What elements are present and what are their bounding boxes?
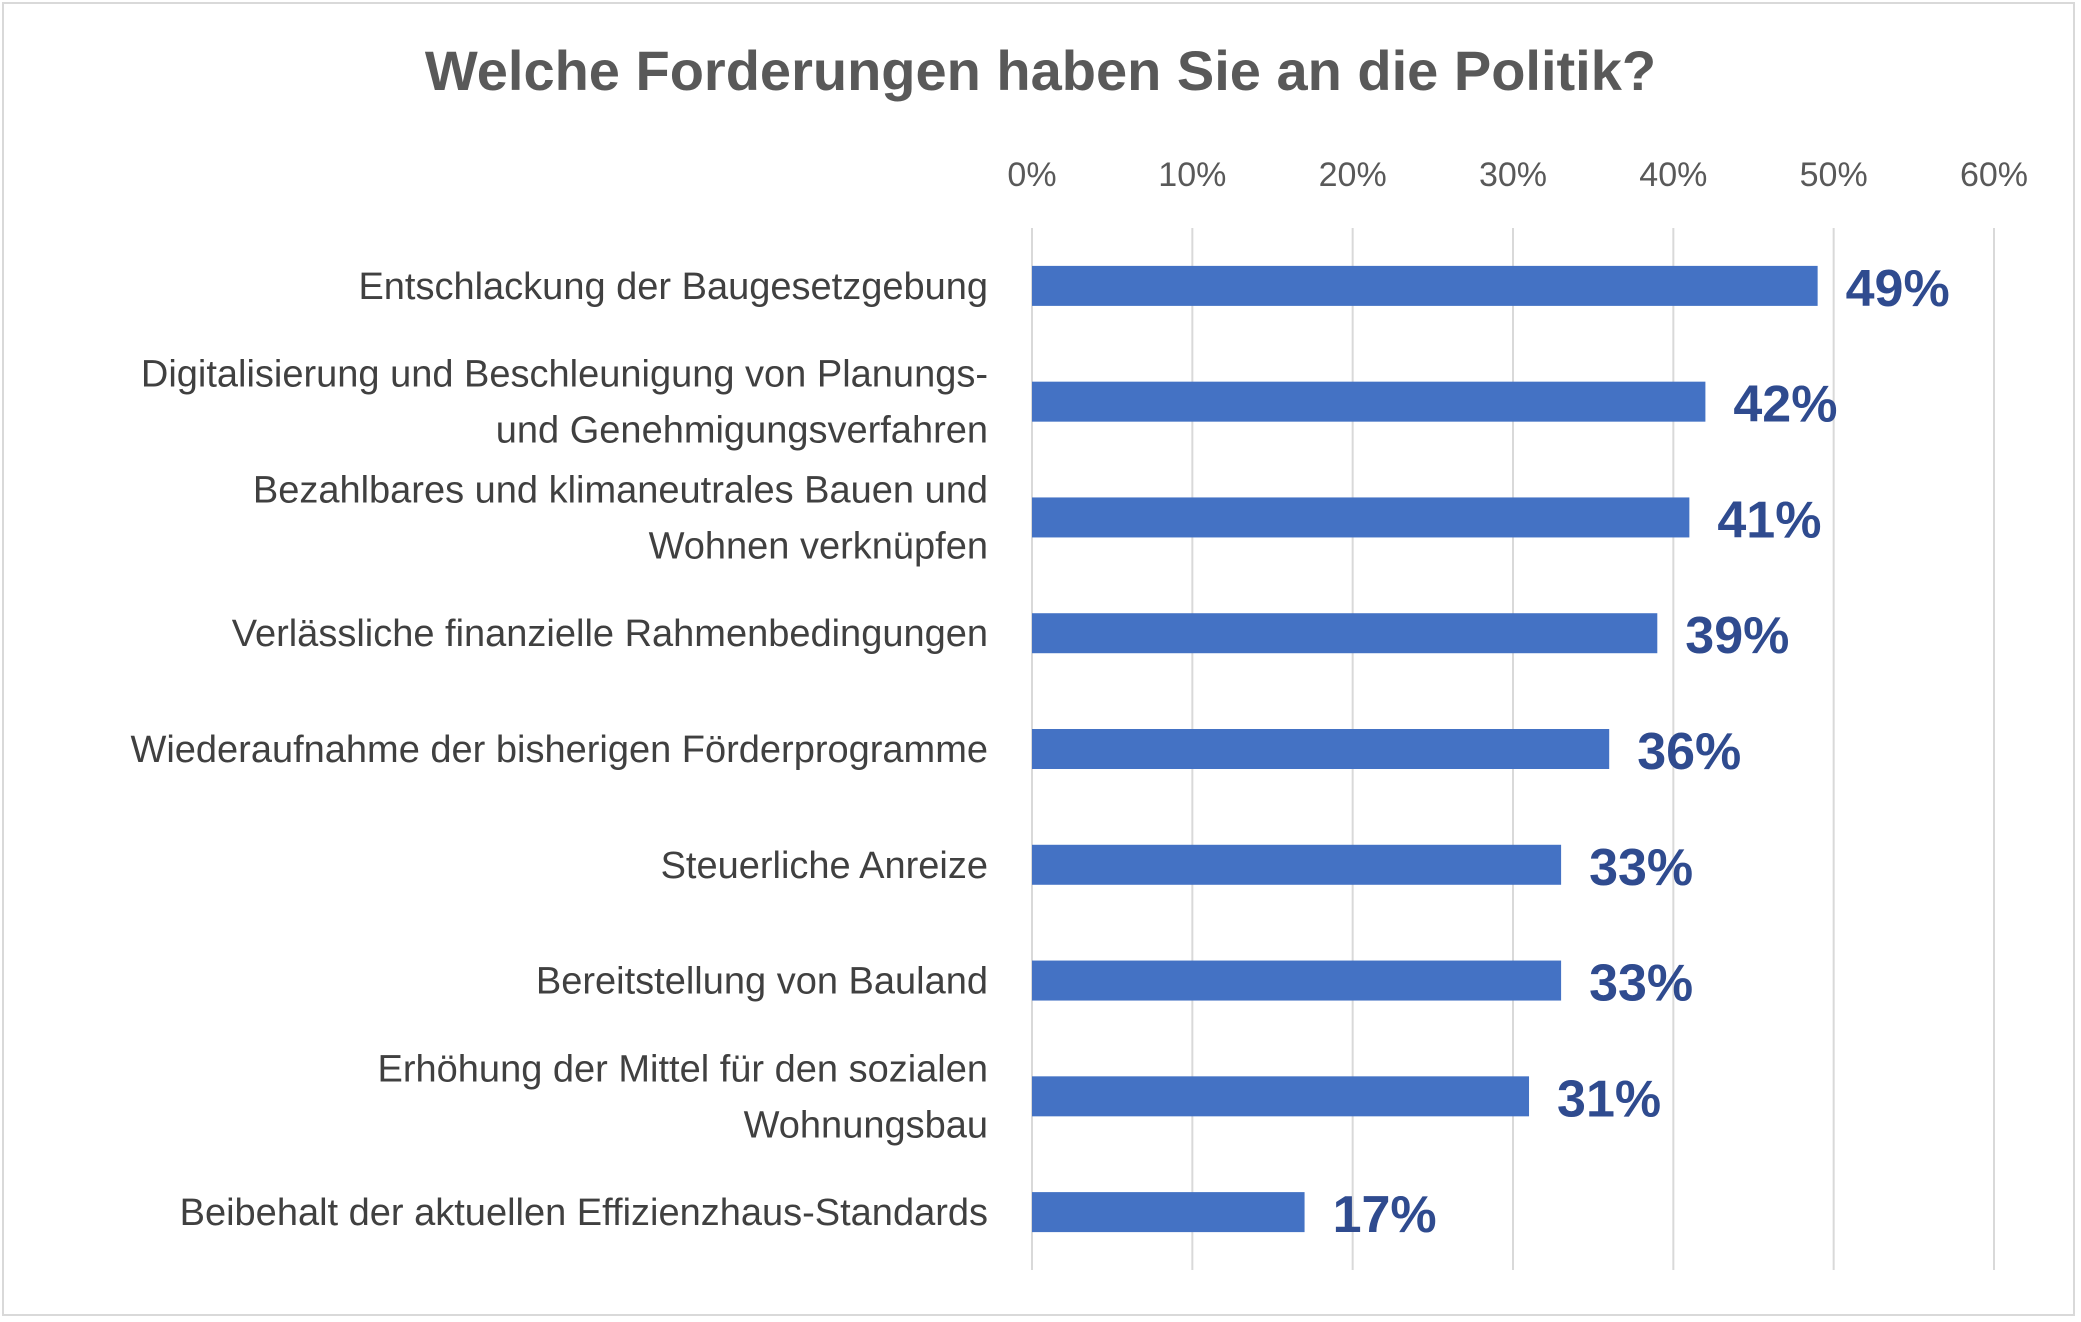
x-tick-label: 10% — [1158, 156, 1226, 194]
category-label: Wiederaufnahme der bisherigen Förderprog… — [130, 729, 988, 771]
x-tick-label: 40% — [1639, 156, 1707, 194]
bar — [1032, 1076, 1530, 1117]
data-label: 41% — [1717, 491, 1821, 549]
x-tick-label: 30% — [1479, 156, 1547, 194]
category-label: Entschlackung der Baugesetzgebung — [358, 266, 988, 308]
data-label: 42% — [1733, 376, 1837, 434]
category-label: Bereitstellung von Bauland — [536, 961, 988, 1003]
category-label: Beibehalt der aktuellen Effizienzhaus-St… — [180, 1192, 988, 1234]
data-label: 49% — [1846, 260, 1950, 318]
category-label: Wohnungsbau — [744, 1104, 988, 1146]
x-tick-label: 20% — [1319, 156, 1387, 194]
category-label: und Genehmigungsverfahren — [496, 410, 988, 452]
x-tick-label: 60% — [1960, 156, 2028, 194]
category-label: Wohnen verknüpfen — [649, 525, 988, 567]
x-tick-label: 50% — [1800, 156, 1868, 194]
category-label: Steuerliche Anreize — [661, 845, 988, 887]
bar — [1032, 497, 1690, 538]
bar — [1032, 844, 1562, 885]
data-label: 17% — [1333, 1186, 1437, 1244]
chart-title: Welche Forderungen haben Sie an die Poli… — [424, 39, 1657, 102]
bar — [1032, 729, 1610, 769]
category-label: Verlässliche finanzielle Rahmenbedingung… — [232, 613, 988, 655]
data-label: 39% — [1685, 607, 1789, 665]
category-label: Digitalisierung und Beschleunigung von P… — [141, 354, 988, 396]
bar — [1032, 960, 1562, 1001]
bar — [1032, 381, 1706, 422]
bar — [1032, 265, 1818, 306]
data-label: 33% — [1589, 955, 1693, 1013]
bar — [1032, 613, 1658, 654]
category-label: Erhöhung der Mittel für den sozialen — [378, 1048, 988, 1090]
x-tick-label: 0% — [1007, 156, 1056, 194]
data-label: 33% — [1589, 839, 1693, 897]
bar — [1032, 1192, 1305, 1233]
data-label: 31% — [1557, 1070, 1661, 1128]
category-label: Bezahlbares und klimaneutrales Bauen und — [253, 469, 988, 511]
data-label: 36% — [1637, 723, 1741, 781]
